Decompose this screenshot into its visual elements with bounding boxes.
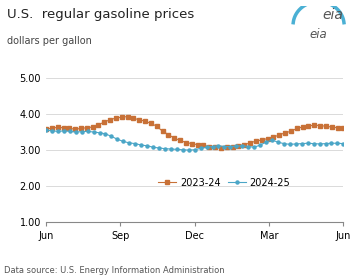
2023-24 <box>207 145 211 148</box>
Text: dollars per gallon: dollars per gallon <box>7 36 92 46</box>
Text: eia: eia <box>310 28 327 41</box>
2024-25 <box>109 135 114 138</box>
Line: 2024-25: 2024-25 <box>45 128 345 152</box>
2024-25 <box>139 143 143 147</box>
2024-25 <box>264 140 268 144</box>
Line: 2023-24: 2023-24 <box>45 115 345 149</box>
2023-24 <box>126 115 130 118</box>
2024-25 <box>187 148 191 152</box>
2023-24 <box>248 141 252 145</box>
2024-25 <box>133 142 137 145</box>
Text: Data source: U.S. Energy Information Administration: Data source: U.S. Energy Information Adm… <box>4 266 224 275</box>
2023-24 <box>155 125 159 128</box>
Text: U.S.  regular gasoline prices: U.S. regular gasoline prices <box>7 8 194 21</box>
2023-24 <box>341 127 346 130</box>
2023-24 <box>190 142 194 145</box>
Text: eia: eia <box>322 8 343 22</box>
2023-24 <box>67 127 72 130</box>
2023-24 <box>236 144 241 147</box>
2024-25 <box>341 142 346 145</box>
2023-24 <box>219 146 223 149</box>
2024-25 <box>246 145 250 148</box>
Legend: 2023-24, 2024-25: 2023-24, 2024-25 <box>155 174 294 192</box>
2023-24 <box>44 128 48 131</box>
2024-25 <box>44 128 48 131</box>
2024-25 <box>335 142 339 145</box>
